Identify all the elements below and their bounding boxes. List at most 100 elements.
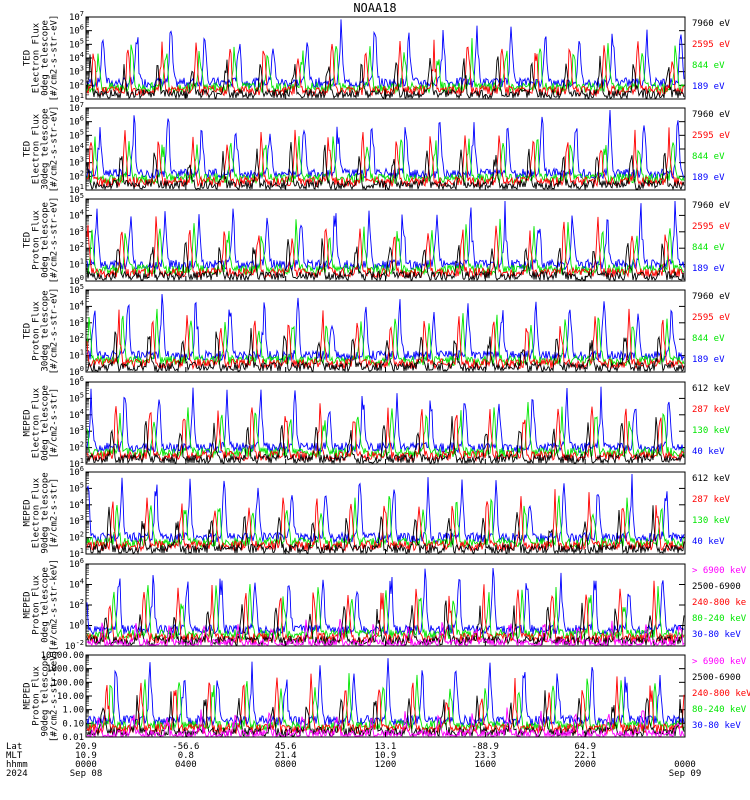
y-axis-label: TEDElectron Flux30deg telescope[#/cm2-s-… [23,106,60,193]
y-tick-label: 105 [69,391,84,404]
legend-entry: 612 keV [692,474,731,484]
legend-entry: 130 keV [692,426,731,436]
x-tick-label: 22.1 [574,751,596,761]
plot-title: NOAA18 [353,1,396,15]
legend-entry: 30-80 keV [692,721,741,731]
y-tick-label: 100 [69,619,84,632]
legend-entry: 80-240 keV [692,614,747,624]
series-line-blue [86,567,685,637]
legend-entry: 40 keV [692,447,725,457]
y-tick-label: 105 [69,283,84,296]
y-tick-label: 104 [69,578,84,591]
series-line-black [86,416,685,465]
legend-entry: 287 keV [692,495,731,505]
legend-entry: > 6900 keV [692,566,747,576]
x-tick-label: 45.6 [275,742,297,752]
y-tick-label: 102 [69,531,84,544]
legend-entry: 189 eV [692,264,725,274]
x-tick-label: 0000 [674,760,696,770]
y-tick-label: 103 [69,424,84,437]
legend-entry: 240-800 keV [692,689,750,699]
series-line-green [86,673,685,733]
x-tick-label: 1200 [375,760,397,770]
y-tick-label: 103 [69,514,84,527]
series-line-green [86,495,685,549]
y-tick-label: 107 [69,10,84,23]
legend-entry: 80-240 keV [692,705,747,715]
series-line-red [86,403,685,463]
panel-4: 100 101 102 103 104 105 TEDProton Flux30deg te… [23,283,731,378]
legend-entry: 287 keV [692,405,731,415]
legend-entry: 612 keV [692,384,731,394]
series-line-red [86,673,685,736]
x-tick-label: 0.8 [178,751,194,761]
x-tick-label: 23.3 [474,751,496,761]
y-tick-label: 102 [69,332,84,345]
x-tick-label: 2000 [574,760,596,770]
legend-entry: 2500-6900 [692,582,741,592]
legend-entry: 7960 eV [692,201,731,211]
y-tick-label: 104 [69,498,84,511]
x-row-label: hhmm [6,760,28,770]
legend-entry: 130 keV [692,516,731,526]
y-tick-label: 101 [69,547,84,560]
y-axis-label: MEPEDElectron Flux0deg telescope[#/cm2-s… [23,385,60,461]
legend-entry: 2595 eV [692,222,731,232]
legend-entry: 2500-6900 [692,673,741,683]
y-tick-label: 10-2 [65,639,84,652]
series-line-red [86,489,685,553]
y-tick-label: 101 [69,258,84,271]
y-tick-label: 106 [69,375,84,388]
x-tick-label: -88.9 [472,742,499,752]
x-tick-label: 13.1 [375,742,397,752]
x-tick-label: 0000 [75,760,97,770]
series-line-black [86,54,685,100]
y-tick-label: 106 [69,24,84,37]
y-tick-label: 103 [69,156,84,169]
y-tick-label: 101 [69,349,84,362]
legend-entry: 189 eV [692,82,725,92]
x-tick-label: 1600 [474,760,496,770]
panel-6: 101 102 103 104 105 106 MEPEDElectron Flux90de… [23,465,731,560]
y-tick-label: 100 [69,365,84,378]
y-tick-label: 104 [69,51,84,64]
y-tick-label: 101 [69,457,84,470]
legend-entry: 2595 eV [692,313,731,323]
panel-7: 10-2 100 102 104 106 MEPEDProton Flux0deg tel… [23,557,747,652]
y-tick-label: 102 [69,241,84,254]
y-tick-label: 1.00 [62,706,84,716]
y-tick-label: 104 [69,299,84,312]
x-tick-label: 10.9 [375,751,397,761]
y-tick-label: 103 [69,65,84,78]
legend-entry: 40 keV [692,537,725,547]
legend-entry: 2595 eV [692,131,731,141]
y-tick-label: 106 [69,115,84,128]
y-tick-label: 10.00 [57,692,84,702]
series-line-red [86,216,685,279]
y-tick-label: 100.00 [51,678,84,688]
legend-entry: 7960 eV [692,292,731,302]
y-tick-label: 105 [69,128,84,141]
y-tick-label: 102 [69,441,84,454]
x-tick-label: 0800 [275,760,297,770]
legend-entry: 844 eV [692,152,725,162]
legend-entry: 240-800 ke [692,598,746,608]
x-tick-label: Sep 09 [669,769,702,779]
legend-entry: 7960 eV [692,19,731,29]
x-tick-label: 20.9 [75,742,97,752]
x-tick-label: 10.9 [75,751,97,761]
y-tick-label: 102 [69,598,84,611]
y-tick-label: 105 [69,192,84,205]
series-line-blue [86,200,685,272]
y-axis-label: TEDProton Flux30deg telescope[#/cm2-s-st… [23,288,60,375]
y-tick-label: 104 [69,208,84,221]
legend-entry: 844 eV [692,243,725,253]
y-tick-label: 102 [69,169,84,182]
y-tick-label: 105 [69,481,84,494]
legend-entry: 189 eV [692,173,725,183]
legend-entry: 30-80 keV [692,630,741,640]
panel-5: 101 102 103 104 105 106 MEPEDElectron Flux0deg… [23,375,731,470]
series-line-blue [86,109,685,180]
